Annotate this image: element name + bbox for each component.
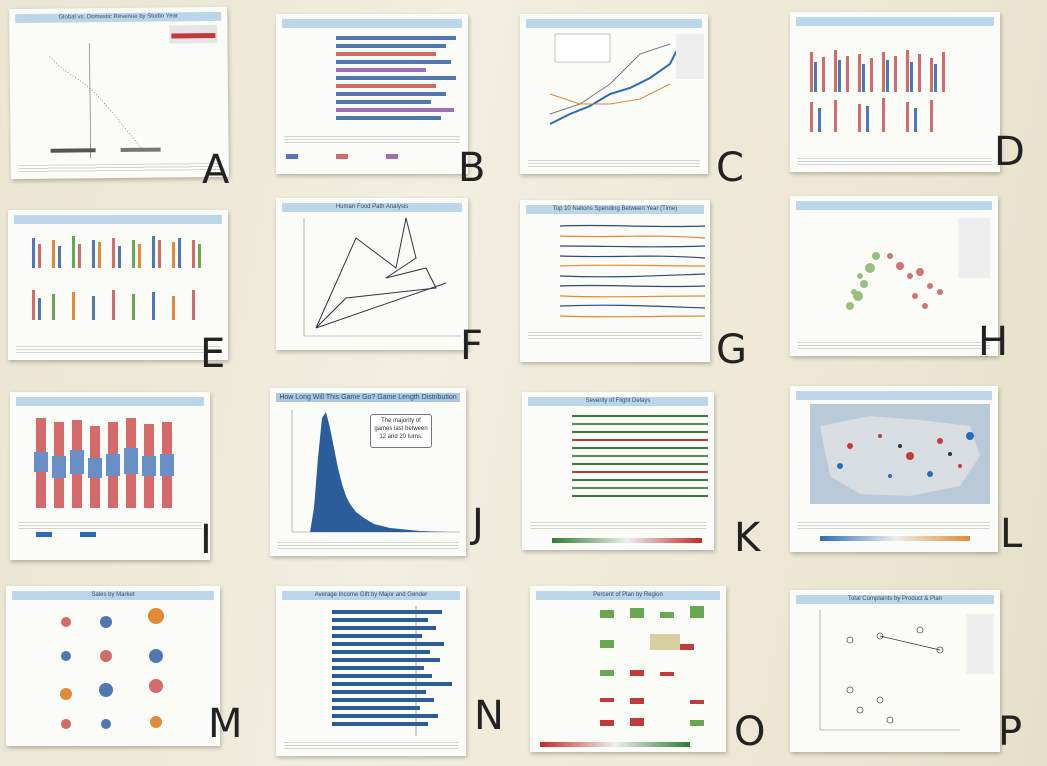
sheet-letter: D [994,129,1025,175]
sheet-caption [528,332,702,340]
sheet-caption [284,742,458,750]
chart-i-graphic [34,418,174,537]
sheet-i [10,392,210,560]
sheet-title: Top 10 Nations Spending Between Year (Ti… [526,205,704,214]
sheet-k: Severity of Flight Delays [522,392,714,550]
sheet-letter: O [734,709,766,755]
sheet-caption [16,346,220,354]
sheet-m: Sales by Market [6,586,220,746]
chart-b-graphic [286,36,456,159]
sheet-caption [284,136,460,144]
sheet-title [796,17,994,26]
sheet-letter: G [716,327,747,373]
sheet-letter: L [1000,511,1023,557]
sheet-a: Global vs. Domestic Revenue by Studio Ye… [9,6,229,180]
sheet-caption [528,160,700,168]
chart-f-graphic [303,217,461,337]
annotation-box: The majority of games last between 12 an… [370,414,432,448]
chart-g-graphic [559,224,706,318]
chart-l-graphic [810,404,990,541]
sheet-f: Human Food Path Analysis [276,198,468,350]
sheet-title: Average Income Gift by Major and Gender [282,591,460,600]
sheet-title [796,391,992,400]
sheet-title [796,201,992,210]
sheet-b [276,14,468,174]
sheet-letter: H [978,319,1009,365]
sheet-c [520,14,708,174]
sheet-d [790,12,1000,172]
sheet-j: How Long Will This Game Go? Game Length … [270,388,466,556]
sheet-g: Top 10 Nations Spending Between Year (Ti… [520,200,710,362]
sheet-title: Total Complaints by Product & Plan [796,595,994,604]
sheet-p: Total Complaints by Product & Plan [790,590,1000,752]
sheet-title: Human Food Path Analysis [282,203,462,212]
sheet-letter: K [734,515,761,561]
sheet-letter: A [202,147,230,193]
sheet-letter: N [474,693,504,739]
sheet-caption [798,158,992,166]
sheet-letter: E [200,331,226,377]
sheet-caption [18,522,202,530]
sheet-letter: I [200,517,212,563]
chart-e-graphic [32,236,201,320]
sheet-letter: P [998,709,1023,755]
sheet-title: Percent of Plan by Region [536,591,720,600]
sheet-letter: C [716,145,744,191]
sheet-n: Average Income Gift by Major and Gender [276,586,466,756]
chart-m-graphic [60,608,164,729]
sheet-title [526,19,702,28]
sheet-h [790,196,998,356]
chart-h-graphic [846,218,990,310]
chart-j-graphic [291,410,460,533]
chart-c-graphic [549,33,704,125]
sheet-l [790,386,998,552]
chart-p-graphic [819,610,994,731]
chart-d-graphic [810,50,945,132]
sheet-caption [278,542,458,550]
sheet-title [282,19,462,28]
sheet-o: Percent of Plan by Region [530,586,726,752]
sheet-caption [530,522,706,530]
chart-a-graphic [49,24,218,159]
sheet-e [8,210,228,360]
sheet-letter: B [458,145,486,191]
sheet-title: Sales by Market [12,591,214,600]
sheet-letter: M [208,701,243,747]
chart-n-graphic [332,606,452,736]
sheet-title [16,397,204,406]
chart-o-graphic [540,606,704,747]
sheet-caption [798,522,990,530]
sheet-letter: F [460,323,484,369]
sheet-letter: J [472,501,484,547]
sheet-title: How Long Will This Game Go? Game Length … [276,393,460,402]
sheet-caption [798,342,990,350]
sheet-title: Severity of Flight Delays [528,397,708,406]
chart-k-graphic [552,415,708,543]
sheet-title [14,215,222,224]
